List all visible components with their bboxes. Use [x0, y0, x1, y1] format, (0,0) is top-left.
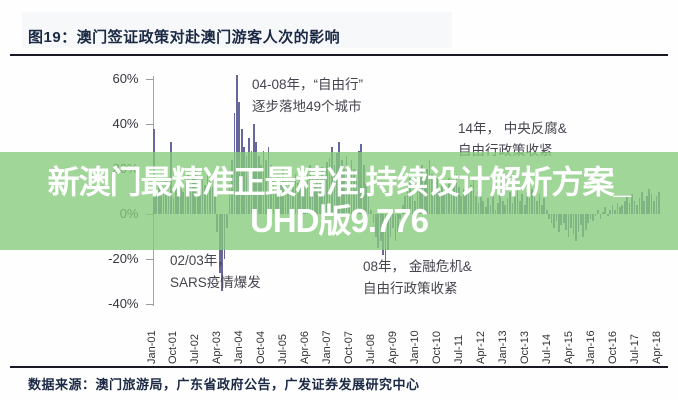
watermark-text-line2: UHD版9.776 [249, 202, 429, 239]
x-axis-label: Jan-10 [409, 330, 422, 364]
x-axis-label: Oct-01 [167, 330, 180, 364]
x-axis-label: Oct-07 [343, 330, 356, 364]
x-axis-label: Oct-04 [255, 330, 268, 364]
watermark-text-line1: 新澳门最精准正最精准,持续设计解析方案_ [47, 164, 632, 200]
x-axis-label: Jul-11 [452, 334, 465, 364]
y-axis-label: -40% [108, 296, 139, 311]
watermark-banner: 新澳门最精准正最精准,持续设计解析方案_ UHD版9.776 [0, 152, 678, 250]
annotation-free-travel: 04-08年，“自由行” 逐步落地49个城市 [252, 74, 363, 118]
x-axis-label: Apr-12 [474, 330, 487, 364]
x-axis-label: Jan-13 [496, 330, 509, 364]
y-axis-label: -20% [108, 251, 139, 266]
x-axis-label: Apr-18 [650, 330, 663, 364]
annotation-line: 02/03年， [170, 253, 231, 268]
annotation-line: 14年， 中央反腐& [458, 121, 567, 136]
bar [221, 214, 223, 291]
x-axis-label: Jul-14 [540, 334, 553, 364]
figure-title-panel [22, 12, 452, 48]
y-axis-tick [145, 79, 153, 80]
annotation-line: SARS疫情爆发 [170, 275, 261, 290]
data-source-note: 数据来源：澳门旅游局，广东省政府公告，广发证券发展研究中心 [28, 377, 420, 392]
x-axis-label: Apr-06 [299, 330, 312, 364]
y-axis-tick [145, 124, 153, 125]
x-axis-label: Jul-08 [365, 334, 378, 364]
annotation-line: 04-08年，“自由行” [252, 77, 364, 92]
x-axis-label: Jan-16 [584, 330, 597, 364]
x-axis-label: Jan-01 [145, 330, 158, 364]
bar [235, 74, 238, 214]
x-axis-label: Jul-05 [277, 334, 290, 364]
x-axis-label: Jan-07 [321, 330, 334, 364]
bottom-divider [10, 366, 668, 368]
y-axis-label: 40% [112, 116, 139, 131]
top-divider [10, 54, 668, 56]
x-axis-label: Apr-15 [562, 330, 575, 364]
annotation-line: 逐步落地49个城市 [252, 99, 362, 114]
x-axis-label: Jul-02 [189, 334, 202, 364]
y-axis-tick [145, 259, 153, 260]
figure-title: 图19：澳门签证政策对赴澳门游客人次的影响 [28, 29, 341, 46]
x-axis-label: Apr-03 [211, 330, 224, 364]
annotation-line: 自由行政策收紧 [363, 281, 458, 296]
y-axis-tick [145, 304, 153, 305]
annotation-sars: 02/03年， SARS疫情爆发 [170, 250, 261, 294]
annotation-financial-crisis: 08年， 金融危机& 自由行政策收紧 [363, 256, 472, 300]
x-axis-label: Jul-17 [628, 334, 641, 364]
x-axis-label: Oct-13 [518, 330, 531, 364]
x-axis-label: Apr-09 [387, 330, 400, 364]
annotation-line: 08年， 金融危机& [363, 259, 472, 274]
y-axis-label: 60% [112, 71, 139, 86]
x-axis-label: Oct-16 [606, 330, 619, 364]
x-axis-label: Jan-04 [233, 330, 246, 364]
x-axis-label: Oct-10 [430, 330, 443, 364]
